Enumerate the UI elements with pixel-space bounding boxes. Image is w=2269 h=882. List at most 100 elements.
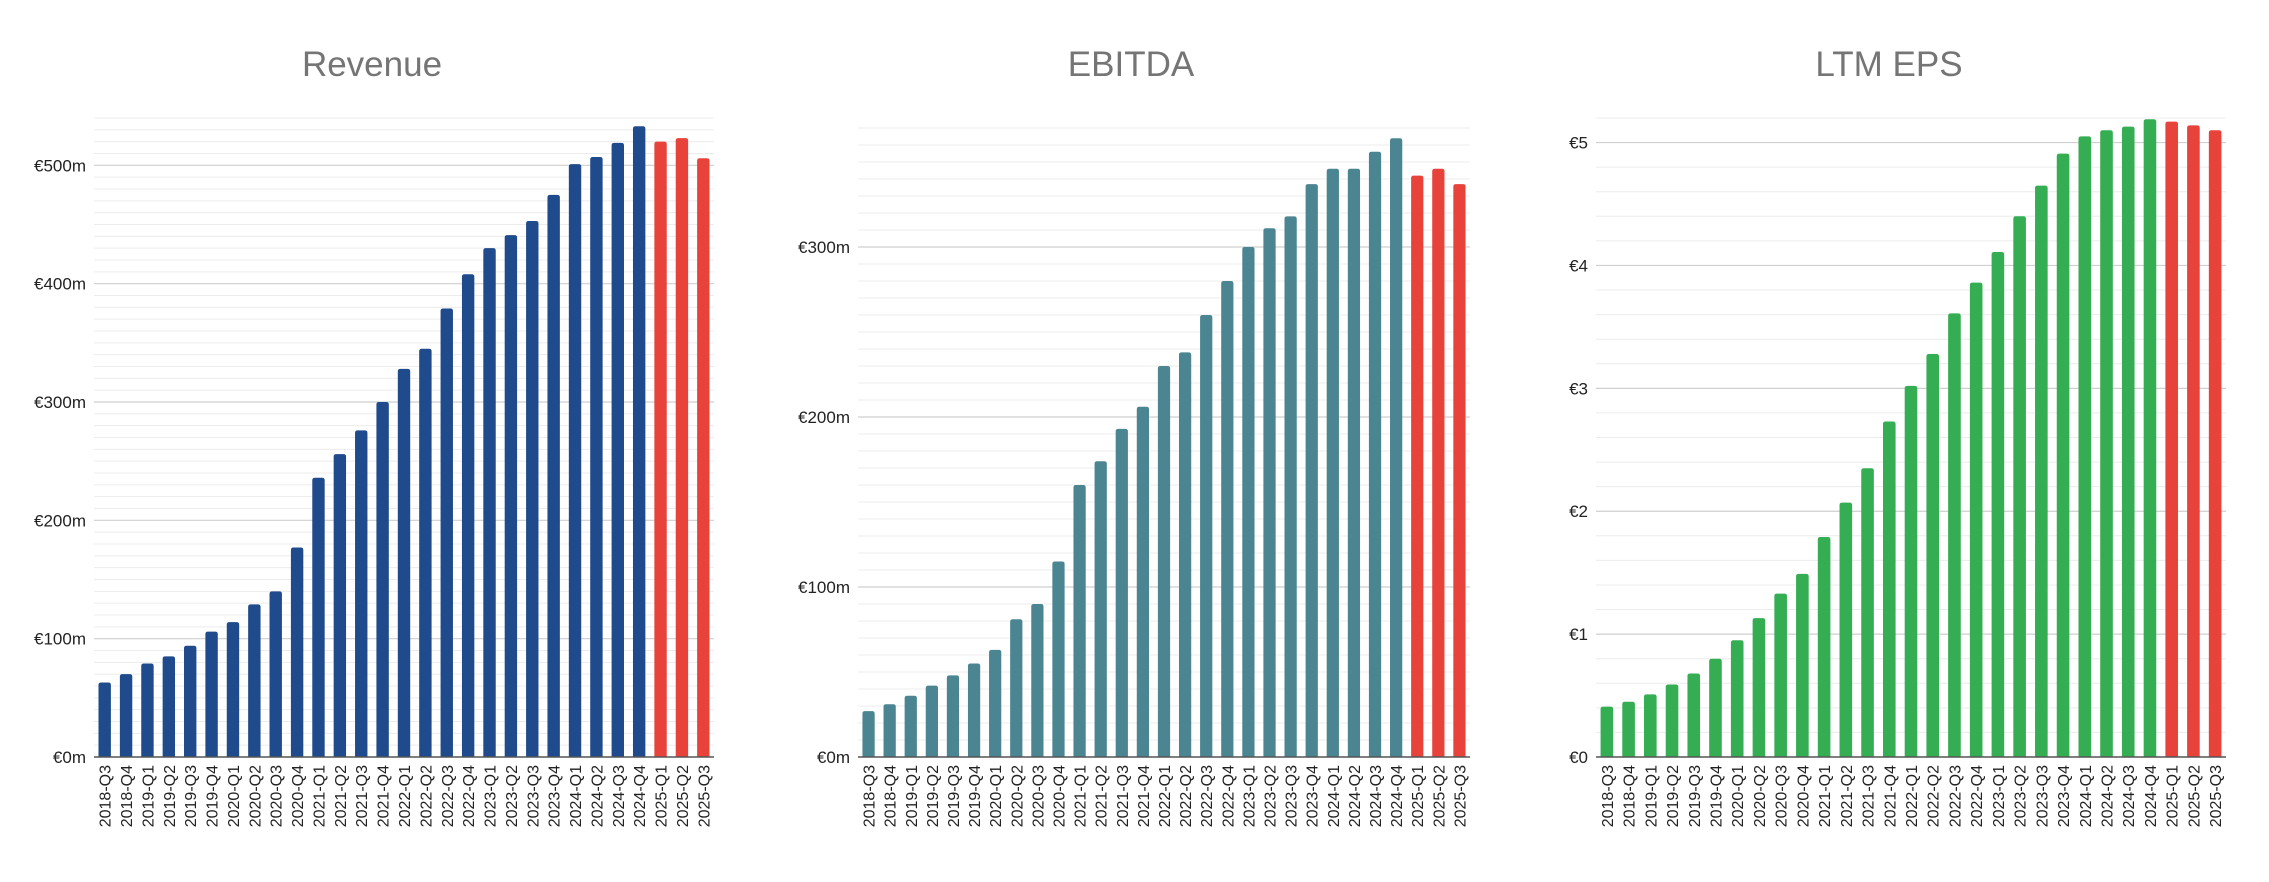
ltm-eps-x-tick-label: 2025-Q1 (2165, 765, 2182, 827)
ltm-eps-bar-2021-q4 (1882, 421, 1896, 757)
ltm-eps-x-tick-label: 2021-Q3 (1861, 765, 1878, 827)
revenue-x-tick-label: 2022-Q2 (418, 765, 435, 827)
ltm-eps-bar-2023-q1 (1991, 251, 2005, 758)
revenue-x-tick-label: 2024-Q4 (632, 765, 649, 827)
revenue-x-tick-label: 2021-Q4 (376, 765, 393, 827)
revenue-x-tick-label: 2023-Q3 (525, 765, 542, 827)
ebitda-x-tick-label: 2024-Q4 (1389, 765, 1406, 827)
ebitda-x-tick-label: 2020-Q1 (988, 765, 1005, 827)
revenue-bar-2024-q1 (568, 164, 582, 757)
revenue-x-tick-label: 2022-Q3 (440, 765, 457, 827)
ebitda-bar-2019-q3 (946, 675, 960, 757)
ltm-eps-x-tick-label: 2019-Q1 (1643, 765, 1660, 827)
ebitda-x-tick-label: 2019-Q3 (946, 765, 963, 827)
ltm-eps-bar-2019-q4 (1709, 658, 1722, 757)
ltm-eps-bar-2024-q3 (2121, 126, 2135, 757)
ltm-eps-bar-2025-q2 (2187, 125, 2200, 758)
ebitda-x-tick-label: 2022-Q2 (1178, 765, 1195, 827)
ltm-eps-x-tick-label: 2023-Q2 (2013, 765, 2030, 827)
ebitda-x-tick-label: 2020-Q4 (1051, 765, 1068, 827)
ltm-eps-y-tick-label: €4 (1569, 256, 1588, 275)
revenue-bar-2018-q3 (98, 682, 111, 757)
ltm-eps-bar-2021-q2 (1839, 502, 1853, 757)
ebitda-bar-2022-q1 (1157, 366, 1171, 757)
ebitda-x-tick-label: 2025-Q1 (1410, 765, 1427, 827)
revenue-chart-title: Revenue (302, 45, 442, 84)
revenue-x-tick-label: 2019-Q3 (183, 765, 200, 827)
ltm-eps-x-tick-label: 2019-Q4 (1708, 765, 1725, 827)
ltm-eps-bar-2023-q3 (2035, 185, 2048, 757)
ebitda-bar-2023-q3 (1284, 216, 1297, 757)
ebitda-bar-2019-q2 (925, 685, 938, 757)
ebitda-x-tick-label: 2021-Q2 (1094, 765, 1111, 827)
revenue-x-tick-label: 2019-Q2 (162, 765, 179, 827)
ebitda-x-tick-label: 2023-Q1 (1241, 765, 1258, 827)
ltm-eps-x-tick-label: 2023-Q3 (2034, 765, 2051, 827)
ebitda-x-tick-label: 2023-Q4 (1305, 765, 1322, 827)
ebitda-bar-2022-q4 (1221, 281, 1234, 757)
ebitda-bar-2025-q3 (1453, 184, 1466, 758)
revenue-bar-2025-q1 (654, 141, 667, 757)
ltm-eps-chart: LTM EPS €0 €1 €2 €3 €4 €5 2018-Q3 2018-Q4 2019-Q1… (1569, 45, 2226, 827)
revenue-x-tick-label: 2020-Q3 (269, 765, 286, 827)
revenue-x-tick-label: 2020-Q1 (226, 765, 243, 827)
ltm-eps-x-tick-label: 2019-Q3 (1687, 765, 1704, 827)
ltm-eps-x-tick-label: 2024-Q2 (2100, 765, 2117, 827)
revenue-x-tick-label: 2021-Q1 (311, 765, 328, 827)
revenue-bar-2021-q2 (333, 454, 347, 757)
ltm-eps-bar-2021-q3 (1861, 468, 1874, 757)
ltm-eps-x-tick-label: 2024-Q4 (2143, 765, 2160, 827)
ltm-eps-x-tick-label: 2025-Q3 (2208, 765, 2225, 827)
ltm-eps-y-tick-label: €1 (1569, 625, 1588, 644)
ltm-eps-bar-2025-q3 (2208, 130, 2222, 758)
ebitda-y-tick-label: €0m (817, 748, 850, 767)
ltm-eps-bar-2022-q2 (1926, 353, 1940, 757)
ltm-eps-bar-2024-q4 (2143, 119, 2157, 758)
ltm-eps-x-tick-label: 2021-Q4 (1882, 765, 1899, 827)
revenue-x-tick-label: 2020-Q2 (247, 765, 264, 827)
revenue-bar-2020-q4 (290, 547, 304, 757)
ebitda-bar-2019-q4 (967, 663, 981, 757)
ltm-eps-bar-2019-q2 (1665, 684, 1679, 757)
ltm-eps-x-tick-label: 2020-Q2 (1752, 765, 1769, 827)
ltm-eps-x-tick-label: 2021-Q2 (1839, 765, 1856, 827)
revenue-bar-2022-q4 (461, 274, 475, 757)
ltm-eps-bar-2024-q1 (2078, 136, 2092, 758)
ltm-eps-bar-2024-q2 (2100, 130, 2113, 758)
ebitda-x-tick-label: 2019-Q4 (967, 765, 984, 827)
revenue-y-tick-label: €400m (34, 275, 86, 294)
ebitda-bar-2020-q1 (989, 649, 1002, 757)
revenue-x-tick-label: 2020-Q4 (290, 765, 307, 827)
ltm-eps-bar-2018-q4 (1622, 701, 1635, 757)
ltm-eps-x-tick-label: 2018-Q3 (1600, 765, 1617, 827)
ltm-eps-x-tick-label: 2023-Q4 (2056, 765, 2073, 827)
ebitda-bar-2023-q1 (1242, 247, 1255, 757)
ebitda-chart-panel: EBITDA €0m €100m €200m €300m 2018-Q3 2018-Q4 20… (756, 0, 1512, 882)
revenue-bar-2022-q3 (440, 308, 453, 757)
revenue-x-tick-label: 2024-Q1 (568, 765, 585, 827)
ebitda-x-tick-label: 2021-Q3 (1115, 765, 1132, 827)
ebitda-x-tick-label: 2023-Q2 (1263, 765, 1280, 827)
revenue-x-tick-label: 2024-Q2 (589, 765, 606, 827)
revenue-x-tick-label: 2022-Q1 (397, 765, 414, 827)
revenue-bar-2021-q4 (376, 402, 389, 757)
revenue-y-tick-label: €300m (34, 393, 86, 412)
ebitda-x-tick-label: 2022-Q3 (1199, 765, 1216, 827)
ebitda-bar-2020-q4 (1052, 561, 1065, 757)
ebitda-x-tick-label: 2022-Q1 (1157, 765, 1174, 827)
ebitda-bar-2022-q2 (1178, 352, 1192, 757)
ebitda-bar-2021-q3 (1115, 428, 1128, 757)
ebitda-chart-title: EBITDA (1068, 45, 1195, 84)
ltm-eps-bar-2021-q1 (1817, 537, 1831, 757)
ltm-eps-bar-2019-q3 (1687, 673, 1701, 757)
revenue-bar-2020-q2 (248, 604, 261, 757)
ltm-eps-bar-2022-q4 (1969, 282, 1983, 757)
ltm-eps-x-tick-label: 2018-Q4 (1622, 765, 1639, 827)
ltm-eps-y-tick-label: €2 (1569, 502, 1588, 521)
revenue-bar-2024-q3 (611, 142, 624, 758)
revenue-x-tick-label: 2024-Q3 (611, 765, 628, 827)
revenue-y-tick-label: €100m (34, 630, 86, 649)
revenue-bar-2023-q3 (526, 220, 539, 757)
ebitda-bar-2020-q2 (1010, 619, 1023, 757)
